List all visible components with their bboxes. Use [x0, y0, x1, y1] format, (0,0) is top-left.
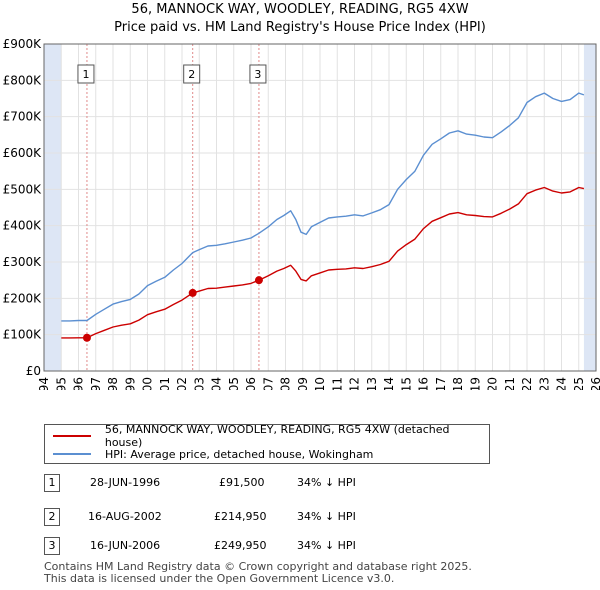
- legend-label-property: 56, MANNOCK WAY, WOODLEY, READING, RG5 4…: [104, 423, 450, 449]
- x-tick-label: 2000: [141, 377, 155, 390]
- x-tick-label: 2024: [555, 377, 569, 390]
- price-chart: 1 2 3 £0 £100K £200K £300K £400K £500K £600K £700…: [3, 37, 600, 390]
- transaction-price: £91,500: [219, 476, 265, 489]
- transaction-number-badge: 3: [44, 537, 60, 555]
- transaction-price: £249,950: [214, 539, 267, 552]
- footer-licence: This data is licensed under the Open Gov…: [44, 572, 395, 585]
- x-tick-label: 2019: [468, 377, 482, 390]
- legend-item-hpi: HPI: Average price, detached house, Woki…: [53, 446, 373, 462]
- plot-frame: [43, 43, 597, 372]
- x-tick-label: 2003: [192, 377, 206, 390]
- legend-item-property: 56, MANNOCK WAY, WOODLEY, READING, RG5 4…: [53, 423, 489, 449]
- sale-marker-number: 1: [82, 68, 89, 81]
- x-tick-label: 2008: [279, 377, 293, 390]
- y-tick-label: £0: [26, 364, 41, 378]
- no-data-shade-right: [583, 44, 596, 371]
- y-tick-label: £400K: [3, 219, 43, 233]
- x-tick-label: 1995: [54, 377, 68, 390]
- hpi-line: [61, 92, 585, 322]
- x-tick-label: 2026: [589, 377, 600, 390]
- transaction-date: 16-AUG-2002: [88, 510, 162, 523]
- legend-label-hpi: HPI: Average price, detached house, Woki…: [105, 447, 374, 461]
- chart-title: 56, MANNOCK WAY, WOODLEY, READING, RG5 4…: [131, 2, 469, 17]
- x-tick-label: 2006: [244, 377, 258, 390]
- x-tick-label: 2014: [382, 377, 396, 390]
- y-tick-label: £700K: [3, 110, 43, 124]
- sale-marker-box: [183, 64, 201, 84]
- chart-legend: 56, MANNOCK WAY, WOODLEY, READING, RG5 4…: [44, 423, 490, 464]
- x-tick-label: 2017: [434, 377, 448, 390]
- sale-point: [254, 276, 263, 285]
- x-tick-label: 2021: [503, 377, 517, 390]
- x-tick-label: 1998: [106, 377, 120, 390]
- x-tick-label: 2010: [313, 377, 327, 390]
- x-tick-label: 2011: [330, 377, 344, 390]
- chart-subtitle: Price paid vs. HM Land Registry's House …: [114, 20, 486, 35]
- transaction-hpi-diff: 34% ↓ HPI: [297, 539, 356, 552]
- x-tick-label: 1997: [89, 377, 103, 390]
- transaction-date: 28-JUN-1996: [90, 476, 161, 489]
- x-tick-label: 1999: [123, 377, 137, 390]
- property-price-line: [61, 186, 585, 339]
- sale-marker-number: 2: [188, 68, 195, 81]
- sale-marker-number: 3: [254, 68, 261, 81]
- transaction-hpi-diff: 34% ↓ HPI: [297, 510, 356, 523]
- x-tick-label: 2004: [210, 377, 224, 390]
- transaction-number-badge: 2: [44, 508, 60, 526]
- x-tick-label: 2007: [261, 377, 275, 390]
- y-tick-label: £900K: [3, 37, 43, 51]
- x-tick-label: 2001: [158, 377, 172, 390]
- x-tick-label: 2015: [399, 377, 413, 390]
- x-tick-label: 2023: [537, 377, 551, 390]
- x-tick-label: 2022: [520, 377, 534, 390]
- y-tick-label: £100K: [3, 328, 43, 342]
- footer-attribution: Contains HM Land Registry data © Crown c…: [44, 561, 472, 585]
- transaction-date: 16-JUN-2006: [90, 539, 161, 552]
- x-tick-label: 2020: [486, 377, 500, 390]
- x-tick-label: 2016: [417, 377, 431, 390]
- y-tick-label: £800K: [3, 73, 43, 87]
- legend-swatch-property: [53, 435, 91, 437]
- x-tick-label: 1994: [37, 377, 51, 390]
- x-tick-label: 2018: [451, 377, 465, 390]
- transaction-hpi-diff: 34% ↓ HPI: [297, 476, 356, 489]
- footer-copyright: Contains HM Land Registry data © Crown c…: [44, 560, 472, 573]
- x-tick-label: 2012: [348, 377, 362, 390]
- sale-marker-box: [77, 64, 95, 84]
- x-tick-label: 2025: [572, 377, 586, 390]
- transaction-price: £214,950: [214, 510, 267, 523]
- sale-point: [82, 333, 91, 342]
- y-tick-label: £500K: [3, 182, 43, 196]
- transaction-number-badge: 1: [44, 474, 60, 492]
- x-tick-label: 2005: [227, 377, 241, 390]
- x-tick-label: 2009: [296, 377, 310, 390]
- y-tick-label: £600K: [3, 146, 43, 160]
- x-tick-label: 2002: [175, 377, 189, 390]
- x-tick-label: 2013: [365, 377, 379, 390]
- legend-swatch-hpi: [53, 453, 91, 455]
- no-data-shade-left: [44, 44, 62, 371]
- x-tick-label: 1996: [72, 377, 86, 390]
- sale-point: [188, 288, 197, 297]
- sale-marker-box: [249, 64, 267, 84]
- y-tick-label: £300K: [3, 255, 43, 269]
- y-tick-label: £200K: [3, 291, 43, 305]
